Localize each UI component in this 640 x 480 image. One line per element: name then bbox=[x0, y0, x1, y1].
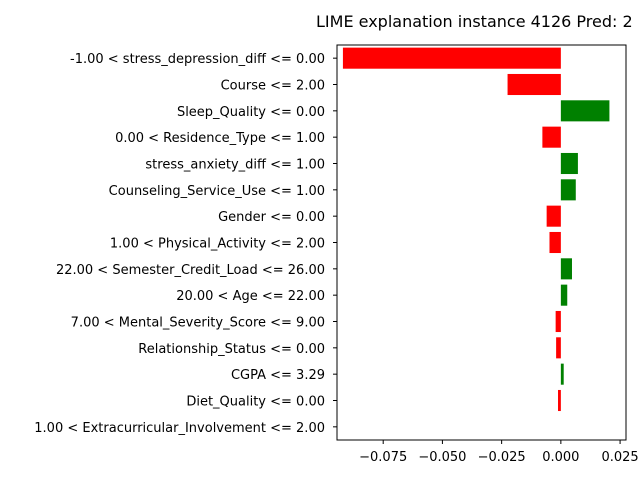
y-tick-label: Counseling_Service_Use <= 1.00 bbox=[109, 184, 325, 199]
y-tick-label: 1.00 < Physical_Activity <= 2.00 bbox=[110, 237, 325, 252]
bar-7 bbox=[549, 231, 561, 254]
bar-0 bbox=[342, 47, 561, 69]
bar-3 bbox=[542, 126, 561, 148]
bar-10 bbox=[555, 310, 561, 333]
y-tick-label: CGPA <= 3.29 bbox=[231, 368, 325, 383]
bar-5 bbox=[560, 179, 576, 201]
x-tick-label: 0.000 bbox=[542, 450, 579, 465]
bar-1 bbox=[507, 73, 561, 96]
x-tick-label: −0.050 bbox=[418, 450, 466, 465]
y-tick-label: -1.00 < stress_depression_diff <= 0.00 bbox=[70, 52, 325, 67]
x-tick-label: 0.025 bbox=[601, 450, 638, 465]
x-ticks: −0.075 −0.050 −0.025 0.000 0.025 bbox=[359, 440, 639, 465]
y-tick-label: 1.00 < Extracurricular_Involvement <= 2.… bbox=[34, 421, 325, 436]
y-tick-label: Relationship_Status <= 0.00 bbox=[138, 342, 325, 357]
y-tick-label: 0.00 < Residence_Type <= 1.00 bbox=[115, 131, 325, 146]
bar-4 bbox=[560, 152, 578, 175]
bar-13 bbox=[558, 389, 561, 412]
y-tick-label: 22.00 < Semester_Credit_Load <= 26.00 bbox=[56, 263, 325, 278]
y-tick-label: 20.00 < Age <= 22.00 bbox=[176, 289, 325, 304]
x-tick-label: −0.025 bbox=[478, 450, 526, 465]
bars-group bbox=[342, 47, 610, 412]
axes-frame bbox=[336, 44, 627, 441]
y-tick-label: Course <= 2.00 bbox=[221, 79, 325, 94]
y-tick-label: Gender <= 0.00 bbox=[218, 210, 325, 225]
chart-title: LIME explanation instance 4126 Pred: 2 bbox=[316, 12, 633, 31]
y-tick-label: stress_anxiety_diff <= 1.00 bbox=[145, 158, 325, 173]
bar-6 bbox=[546, 205, 561, 227]
y-tick-label: Diet_Quality <= 0.00 bbox=[186, 395, 325, 410]
bar-12 bbox=[560, 363, 564, 385]
y-tick-labels: -1.00 < stress_depression_diff <= 0.00 Co… bbox=[34, 52, 337, 436]
bar-8 bbox=[560, 258, 572, 280]
x-tick-label: −0.075 bbox=[359, 450, 407, 465]
bar-2 bbox=[560, 100, 610, 122]
bar-11 bbox=[556, 337, 561, 359]
y-tick-label: 7.00 < Mental_Severity_Score <= 9.00 bbox=[71, 316, 325, 331]
bar-9 bbox=[560, 284, 568, 306]
y-tick-label: Sleep_Quality <= 0.00 bbox=[177, 105, 325, 120]
